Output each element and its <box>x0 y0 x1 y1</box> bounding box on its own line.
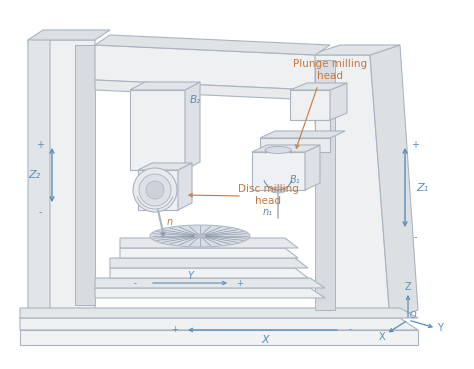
Polygon shape <box>315 60 335 310</box>
Polygon shape <box>260 131 345 138</box>
Text: +: + <box>36 140 44 150</box>
Text: Y: Y <box>437 323 443 333</box>
Ellipse shape <box>146 181 164 199</box>
Polygon shape <box>185 82 200 170</box>
Polygon shape <box>260 138 330 152</box>
Text: B₁: B₁ <box>290 175 301 185</box>
Polygon shape <box>95 80 315 100</box>
Text: Z₁: Z₁ <box>416 183 428 193</box>
Polygon shape <box>20 330 418 345</box>
Polygon shape <box>120 248 298 258</box>
Ellipse shape <box>194 234 206 238</box>
Polygon shape <box>305 145 320 190</box>
Text: B₂: B₂ <box>190 95 201 105</box>
Polygon shape <box>290 90 330 120</box>
Polygon shape <box>75 45 95 305</box>
Text: -: - <box>413 232 417 242</box>
Text: Y: Y <box>187 271 193 281</box>
Polygon shape <box>138 170 178 210</box>
Text: -: - <box>348 325 352 335</box>
Polygon shape <box>28 30 110 40</box>
Ellipse shape <box>139 174 171 206</box>
Text: Disc milling
head: Disc milling head <box>237 184 299 206</box>
Polygon shape <box>290 83 347 90</box>
Text: Plunge milling
head: Plunge milling head <box>293 59 367 81</box>
Polygon shape <box>110 258 308 268</box>
Text: X: X <box>379 332 385 342</box>
Ellipse shape <box>133 168 177 212</box>
Polygon shape <box>95 288 325 298</box>
Polygon shape <box>95 45 315 90</box>
Polygon shape <box>160 232 166 238</box>
Polygon shape <box>20 308 418 318</box>
Ellipse shape <box>270 187 286 193</box>
Polygon shape <box>315 120 330 145</box>
Ellipse shape <box>150 225 250 247</box>
Polygon shape <box>130 82 200 90</box>
Polygon shape <box>178 163 192 210</box>
Polygon shape <box>95 278 325 288</box>
Polygon shape <box>310 55 390 320</box>
Polygon shape <box>252 145 320 152</box>
Polygon shape <box>310 45 400 55</box>
Text: Z₂: Z₂ <box>28 170 40 180</box>
Polygon shape <box>28 30 50 318</box>
Text: -: - <box>38 207 42 217</box>
Text: n₁: n₁ <box>263 207 273 217</box>
Text: +: + <box>411 140 419 150</box>
Ellipse shape <box>265 146 291 154</box>
Text: +: + <box>172 325 178 335</box>
Text: Z: Z <box>405 282 411 292</box>
Polygon shape <box>330 83 347 120</box>
Polygon shape <box>138 163 192 170</box>
Text: -: - <box>134 279 137 289</box>
Polygon shape <box>20 318 418 330</box>
Text: +: + <box>237 279 244 289</box>
Text: X: X <box>261 335 269 345</box>
Polygon shape <box>28 40 95 318</box>
Polygon shape <box>120 238 298 248</box>
Polygon shape <box>110 268 308 278</box>
Polygon shape <box>252 152 305 190</box>
Polygon shape <box>95 35 330 55</box>
Text: O: O <box>410 311 416 321</box>
Polygon shape <box>370 45 418 320</box>
Text: n: n <box>167 217 173 227</box>
Polygon shape <box>130 90 185 170</box>
